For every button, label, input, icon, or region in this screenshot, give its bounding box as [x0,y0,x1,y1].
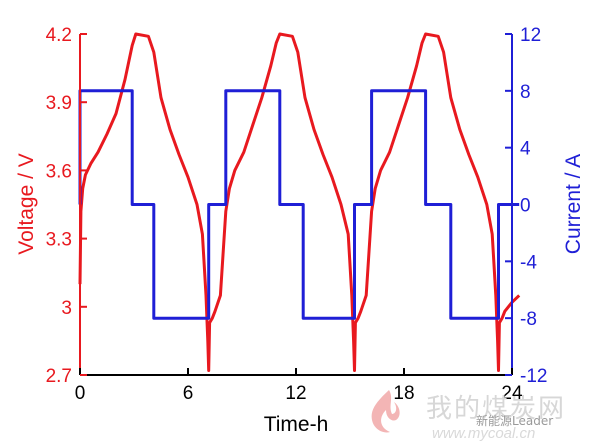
y-right-tick-label: -4 [520,252,537,273]
y-right-axis-title: Current / A [562,154,585,254]
current-series-line [78,89,520,320]
watermark-title: 我的煤炭网 [426,394,567,424]
x-tick-label: 18 [393,383,414,404]
y-left-tick-label: 3 [61,298,72,319]
x-tick-label: 24 [501,383,523,404]
y-left-tick-label: 3.6 [46,161,72,182]
y-left-tick-label: 3.9 [46,93,72,114]
plot-lines [78,32,521,372]
watermark-url: www.mycoal.cn [432,425,536,442]
y-left-tick-label: 2.7 [46,366,72,387]
x-tick-label: 12 [285,383,306,404]
y-right-tick-label: 4 [520,139,531,160]
y-right-tick-label: -8 [520,309,537,330]
x-tick-label: 6 [183,383,194,404]
y-right-tick-label: 12 [520,25,541,46]
voltage-series-line [78,32,521,372]
y-right-tick-label: 0 [520,196,531,217]
y-right-tick-label: 8 [520,82,531,103]
y-right-tick-label: -12 [520,366,547,387]
x-axis-title: Time-h [264,413,329,436]
y-left-axis-title: Voltage / V [15,153,38,255]
y-left-tick-label: 4.2 [46,25,72,46]
watermark-subtitle: 新能源Leader [476,414,554,428]
y-left-tick-label: 3.3 [46,230,72,251]
flame-logo-icon [371,390,400,433]
x-tick-label: 0 [75,383,86,404]
ticks: 0 6 12 18 24 4.2 3.9 3.6 3.3 3 2.7 12 8 4 0 -4 -8 -12 [46,25,548,404]
